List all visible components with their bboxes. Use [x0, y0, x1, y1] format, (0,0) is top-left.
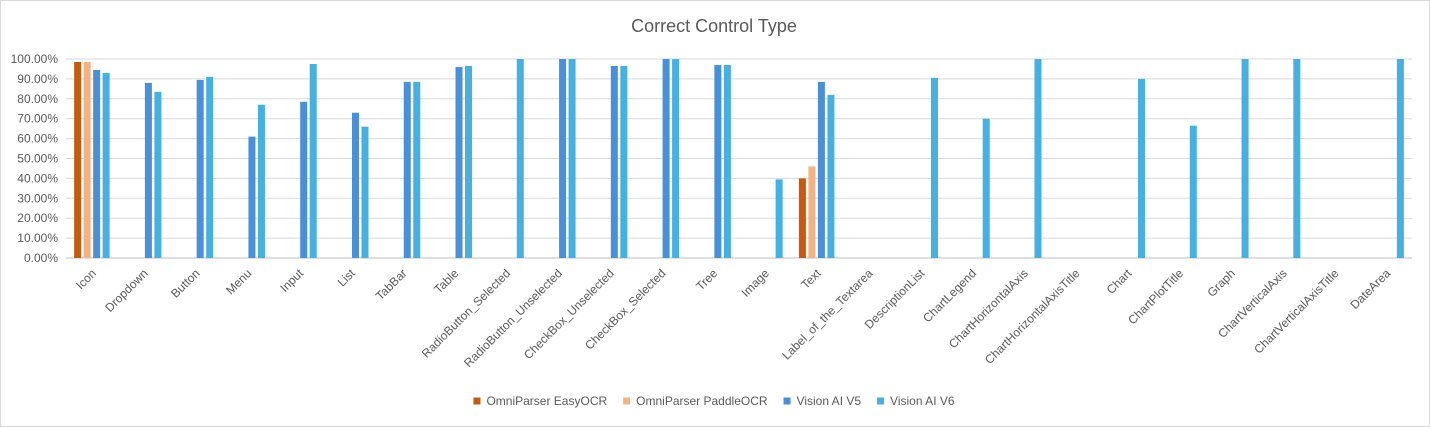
legend-swatch — [473, 397, 481, 405]
legend-label: OmniParser EasyOCR — [486, 394, 607, 408]
bar — [827, 94, 835, 258]
bar — [83, 61, 91, 258]
chart-title: Correct Control Type — [631, 16, 797, 36]
x-tick-label: Input — [277, 266, 306, 295]
y-tick-label: 10.00% — [17, 231, 58, 245]
bar — [1034, 59, 1042, 258]
bar — [102, 72, 110, 259]
legend-label: OmniParser PaddleOCR — [636, 394, 768, 408]
bar — [74, 61, 82, 258]
x-tick-label: Graph — [1204, 266, 1237, 299]
bar — [196, 79, 204, 259]
bar — [455, 66, 463, 259]
bar — [309, 63, 317, 258]
bar — [568, 59, 576, 258]
y-tick-label: 20.00% — [17, 211, 58, 225]
legend: OmniParser EasyOCR OmniParser PaddleOCR Vi… — [473, 394, 955, 408]
x-tick-label: ChartHorizontalAxisTitle — [982, 266, 1083, 367]
legend-swatch — [783, 397, 791, 405]
legend-label: Vision AI V6 — [890, 394, 955, 408]
x-tick-label: RadioButton_Unselected — [461, 266, 565, 370]
y-tick-label: 100.00% — [11, 52, 59, 66]
bar — [714, 64, 722, 258]
bar — [808, 166, 816, 258]
bar — [351, 112, 359, 258]
legend-swatch — [877, 397, 885, 405]
y-tick-label: 30.00% — [17, 191, 58, 205]
bar — [206, 76, 214, 258]
bar — [403, 81, 411, 258]
bar — [413, 81, 421, 258]
bar — [1396, 59, 1404, 258]
x-tick-label: CheckBox_Unselected — [521, 266, 617, 362]
bar — [662, 59, 670, 258]
x-tick-label: Text — [798, 266, 824, 292]
bar — [817, 81, 825, 258]
x-tick-label: Icon — [73, 266, 99, 292]
y-tick-label: 0.00% — [24, 251, 58, 265]
bar — [620, 65, 628, 258]
grid-lines — [66, 58, 1412, 259]
bar — [257, 104, 265, 259]
x-tick-label: Chart — [1104, 266, 1135, 297]
bar — [300, 101, 308, 258]
legend-label: Vision AI V5 — [797, 394, 862, 408]
x-tick-label: Label_of_the_Textarea — [779, 266, 875, 362]
x-tick-label: RadioButton_Selected — [419, 266, 513, 360]
bar — [361, 126, 369, 258]
bar — [144, 82, 152, 258]
bars — [74, 59, 1404, 259]
x-tick-label: Tree — [693, 266, 720, 293]
bar — [154, 91, 162, 259]
x-tick-label: TabBar — [373, 266, 410, 303]
bar — [1189, 125, 1197, 258]
bar — [465, 65, 473, 258]
bar — [798, 178, 806, 258]
x-tick-label: Dropdown — [102, 266, 151, 315]
y-tick-label: 40.00% — [17, 171, 58, 185]
bar — [516, 59, 524, 258]
y-tick-label: 80.00% — [17, 92, 58, 106]
x-tick-label: ChartVerticalAxisTitle — [1251, 266, 1341, 356]
legend-swatch — [623, 397, 631, 405]
y-tick-label: 60.00% — [17, 132, 58, 146]
bar — [723, 64, 731, 258]
x-tick-label: Menu — [223, 266, 254, 297]
bar — [982, 118, 990, 258]
x-tick-label: Button — [168, 266, 202, 300]
bar — [1138, 78, 1146, 259]
bar — [1293, 59, 1301, 258]
x-tick-label: Table — [431, 266, 461, 296]
bar — [775, 179, 783, 258]
y-tick-label: 50.00% — [17, 152, 58, 166]
x-tick-label: Image — [739, 266, 773, 300]
bar — [559, 59, 567, 258]
x-tick-label: List — [335, 266, 359, 290]
x-axis-tick-labels: Icon Dropdown Button Menu Input List TabBar Tab… — [73, 266, 1393, 370]
x-tick-label: ChartPlotTitle — [1125, 266, 1186, 327]
x-tick-label: DateArea — [1347, 266, 1393, 312]
bar — [1241, 59, 1249, 258]
bar — [672, 59, 680, 258]
bar — [610, 65, 618, 258]
y-tick-label: 90.00% — [17, 72, 58, 86]
bar — [93, 69, 101, 258]
y-axis-tick-labels: 0.00% 10.00% 20.00% 30.00% 40.00% 50.00% 60.00… — [11, 52, 59, 265]
bar — [930, 77, 938, 258]
bar — [248, 136, 256, 258]
y-tick-label: 70.00% — [17, 112, 58, 126]
